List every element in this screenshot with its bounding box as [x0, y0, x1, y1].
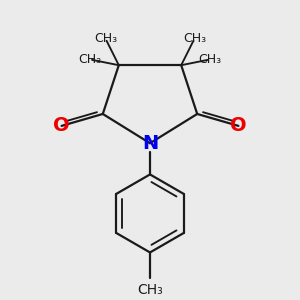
Text: CH₃: CH₃: [199, 53, 222, 66]
Text: CH₃: CH₃: [78, 53, 101, 66]
Text: CH₃: CH₃: [94, 32, 117, 45]
Text: O: O: [53, 116, 70, 135]
Text: CH₃: CH₃: [183, 32, 206, 45]
Text: CH₃: CH₃: [137, 283, 163, 297]
Text: O: O: [230, 116, 247, 135]
Text: N: N: [142, 134, 158, 153]
